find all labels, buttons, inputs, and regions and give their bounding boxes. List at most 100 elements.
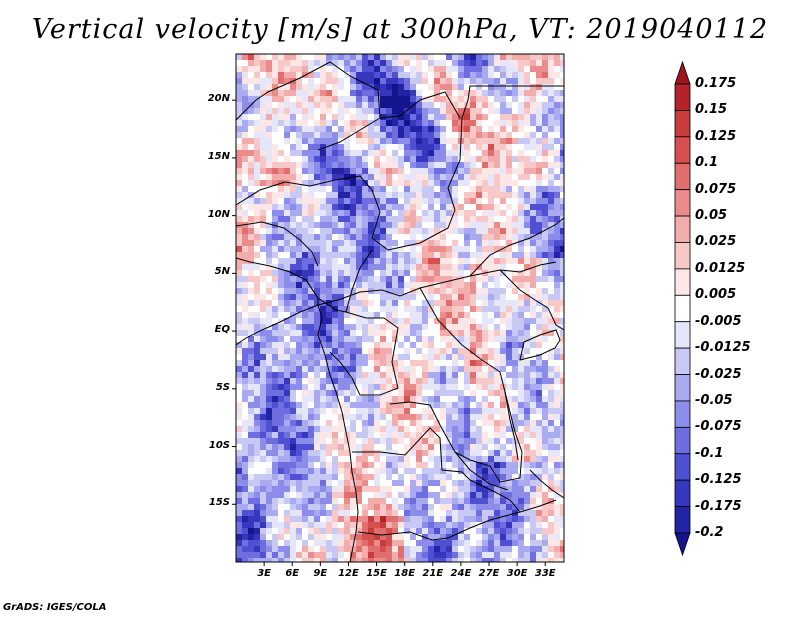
field-cell <box>482 552 489 559</box>
field-cell <box>464 282 471 289</box>
field-cell <box>536 360 543 367</box>
field-cell <box>254 162 261 169</box>
field-cell <box>320 516 327 523</box>
field-cell <box>554 222 561 229</box>
field-cell <box>356 324 363 331</box>
field-cell <box>242 114 249 121</box>
field-cell <box>530 378 537 385</box>
field-cell <box>362 306 369 313</box>
field-cell <box>470 414 477 421</box>
field-cell <box>368 60 375 67</box>
field-cell <box>482 354 489 361</box>
field-cell <box>314 414 321 421</box>
field-cell <box>410 240 417 247</box>
field-cell <box>320 78 327 85</box>
field-cell <box>422 378 429 385</box>
field-cell <box>266 156 273 163</box>
field-cell <box>308 498 315 505</box>
field-cell <box>476 378 483 385</box>
field-cell <box>254 252 261 259</box>
field-cell <box>482 186 489 193</box>
field-cell <box>314 192 321 199</box>
field-cell <box>284 78 291 85</box>
field-cell <box>524 132 531 139</box>
field-cell <box>350 414 357 421</box>
field-cell <box>272 558 279 562</box>
field-cell <box>428 228 435 235</box>
field-cell <box>416 120 423 127</box>
field-cell <box>512 420 519 427</box>
field-cell <box>272 180 279 187</box>
field-cell <box>326 318 333 325</box>
field-cell <box>254 324 261 331</box>
field-cell <box>476 456 483 463</box>
field-cell <box>506 360 513 367</box>
field-cell <box>518 228 525 235</box>
field-cell <box>392 150 399 157</box>
field-cell <box>518 540 525 547</box>
field-cell <box>410 546 417 553</box>
field-cell <box>404 354 411 361</box>
field-cell <box>434 456 441 463</box>
field-cell <box>542 78 549 85</box>
field-cell <box>350 360 357 367</box>
field-cell <box>362 240 369 247</box>
field-cell <box>380 330 387 337</box>
field-cell <box>254 468 261 475</box>
field-cell <box>428 120 435 127</box>
colorbar-segment <box>674 347 691 375</box>
field-cell <box>386 348 393 355</box>
field-cell <box>362 546 369 553</box>
field-cell <box>446 198 453 205</box>
field-cell <box>488 546 495 553</box>
field-cell <box>494 348 501 355</box>
field-cell <box>242 474 249 481</box>
field-cell <box>524 318 531 325</box>
field-cell <box>242 462 249 469</box>
field-cell <box>428 240 435 247</box>
field-cell <box>536 486 543 493</box>
field-cell <box>284 444 291 451</box>
field-cell <box>320 198 327 205</box>
field-cell <box>554 306 561 313</box>
field-cell <box>440 258 447 265</box>
field-cell <box>380 102 387 109</box>
field-cell <box>344 516 351 523</box>
field-cell <box>560 360 564 367</box>
field-cell <box>242 420 249 427</box>
field-cell <box>362 372 369 379</box>
field-cell <box>368 462 375 469</box>
field-cell <box>326 432 333 439</box>
field-cell <box>386 90 393 97</box>
field-cell <box>452 60 459 67</box>
field-cell <box>554 474 561 481</box>
field-cell <box>494 522 501 529</box>
field-cell <box>260 264 267 271</box>
field-cell <box>452 534 459 541</box>
field-cell <box>440 468 447 475</box>
field-cell <box>416 228 423 235</box>
field-cell <box>536 282 543 289</box>
field-cell <box>548 306 555 313</box>
field-cell <box>380 84 387 91</box>
field-cell <box>356 192 363 199</box>
field-cell <box>248 150 255 157</box>
field-cell <box>548 222 555 229</box>
field-cell <box>272 486 279 493</box>
field-cell <box>500 228 507 235</box>
field-cell <box>446 510 453 517</box>
field-cell <box>284 138 291 145</box>
field-cell <box>530 492 537 499</box>
field-cell <box>350 486 357 493</box>
field-cell <box>524 72 531 79</box>
field-cell <box>560 468 564 475</box>
field-cell <box>374 468 381 475</box>
field-cell <box>332 312 339 319</box>
field-cell <box>482 150 489 157</box>
field-cell <box>476 90 483 97</box>
field-cell <box>326 90 333 97</box>
field-cell <box>332 510 339 517</box>
field-cell <box>446 318 453 325</box>
field-cell <box>368 246 375 253</box>
coastline <box>236 304 359 562</box>
